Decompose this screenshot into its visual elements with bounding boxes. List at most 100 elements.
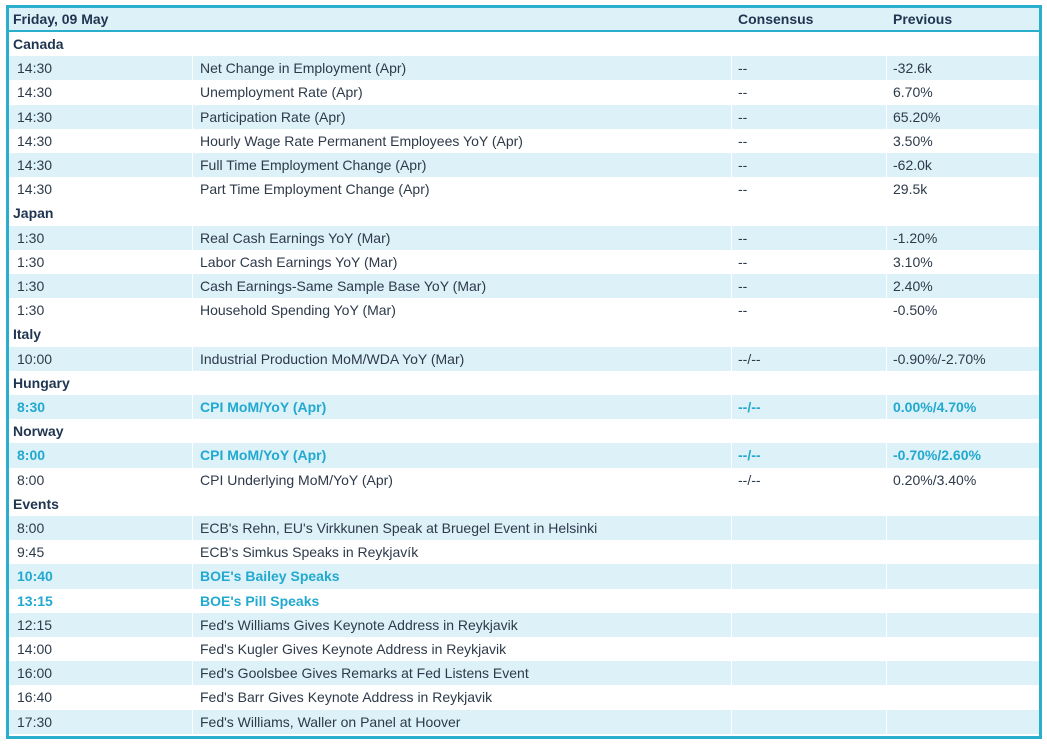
event-name: CPI MoM/YoY (Apr) (200, 447, 327, 464)
event-name: Industrial Production MoM/WDA YoY (Mar) (200, 350, 465, 367)
table-row: 17:30 Fed's Williams, Waller on Panel at … (9, 709, 1039, 734)
column-divider (192, 128, 193, 153)
date-heading: Friday, 09 May (13, 11, 109, 27)
previous-value: -32.6k (893, 60, 932, 77)
previous-value: 65.20% (893, 108, 941, 125)
table-row: 14:30 Part Time Employment Change (Apr) --… (9, 177, 1039, 202)
column-divider (192, 588, 193, 613)
group-name: Japan (13, 205, 54, 222)
column-divider (192, 56, 193, 81)
event-name: BOE's Pill Speaks (200, 592, 320, 609)
column-divider (192, 443, 193, 468)
column-divider (731, 443, 732, 468)
column-divider (192, 298, 193, 323)
event-name: CPI Underlying MoM/YoY (Apr) (200, 471, 393, 488)
group-name: Canada (13, 36, 64, 52)
table-row: 8:30 CPI MoM/YoY (Apr) --/-- 0.00%/4.70% (9, 395, 1039, 420)
column-divider (731, 588, 732, 613)
event-time: 14:30 (17, 84, 53, 101)
event-time: 14:30 (17, 108, 53, 125)
table-row: 16:00 Fed's Goolsbee Gives Remarks at Fed… (9, 661, 1039, 686)
column-divider (192, 346, 193, 371)
column-divider (731, 225, 732, 250)
event-name: Fed's Barr Gives Keynote Address in Reyk… (200, 689, 493, 706)
column-divider (731, 177, 732, 202)
group-name: Italy (13, 326, 42, 343)
column-divider (886, 637, 887, 662)
column-divider (731, 685, 732, 710)
event-name: Net Change in Employment (Apr) (200, 60, 407, 77)
column-divider (731, 298, 732, 323)
group-name: Hungary (13, 374, 70, 391)
previous-value: 3.50% (893, 132, 933, 149)
column-divider (192, 225, 193, 250)
event-name: Real Cash Earnings YoY (Mar) (200, 229, 391, 246)
column-divider (886, 467, 887, 492)
column-divider (192, 661, 193, 686)
table-row: 12:15 Fed's Williams Gives Keynote Addres… (9, 612, 1039, 637)
group-header-row: Italy (9, 322, 1039, 346)
column-divider (731, 637, 732, 662)
event-name: Hourly Wage Rate Permanent Employees YoY… (200, 132, 523, 149)
column-divider (886, 685, 887, 710)
consensus-value: -- (738, 157, 748, 173)
event-time: 8:30 (17, 399, 46, 415)
column-divider (731, 128, 732, 153)
group-header-row: Norway (9, 419, 1039, 443)
consensus-value: -- (738, 278, 748, 294)
column-divider (192, 177, 193, 202)
column-divider (886, 249, 887, 274)
event-name: Participation Rate (Apr) (200, 108, 346, 125)
previous-value: 0.20%/3.40% (893, 471, 977, 488)
previous-value: 3.10% (893, 253, 933, 270)
event-name: Fed's Kugler Gives Keynote Address in Re… (200, 641, 507, 657)
event-time: 10:40 (17, 568, 53, 585)
consensus-value: -- (738, 302, 748, 319)
column-divider (886, 298, 887, 323)
column-divider (886, 540, 887, 565)
event-name: Household Spending YoY (Mar) (200, 302, 396, 319)
previous-value: -62.0k (893, 157, 932, 173)
group-header-row: Hungary (9, 371, 1039, 395)
column-divider (731, 516, 732, 541)
event-name: Part Time Employment Change (Apr) (200, 181, 430, 198)
column-divider (192, 153, 193, 178)
consensus-value: -- (738, 181, 748, 198)
event-time: 8:00 (17, 471, 45, 488)
column-divider (192, 104, 193, 129)
event-time: 14:30 (17, 132, 53, 149)
column-divider (886, 80, 887, 105)
column-divider (886, 661, 887, 686)
column-divider (886, 274, 887, 299)
column-divider (192, 249, 193, 274)
consensus-value: --/-- (738, 471, 761, 488)
previous-value: -0.50% (893, 302, 938, 319)
column-divider (731, 395, 732, 420)
event-time: 12:15 (17, 616, 53, 633)
column-divider (886, 225, 887, 250)
table-row: 16:40 Fed's Barr Gives Keynote Address in… (9, 685, 1039, 710)
event-time: 1:30 (17, 302, 45, 319)
group-name: Norway (13, 423, 64, 440)
column-divider (192, 516, 193, 541)
consensus-heading: Consensus (738, 11, 814, 27)
group-header-row: Canada (9, 32, 1039, 56)
event-name: Fed's Goolsbee Gives Remarks at Fed List… (200, 665, 529, 682)
table-row: 10:40 BOE's Bailey Speaks (9, 564, 1039, 589)
group-header-row: Events (9, 492, 1039, 516)
event-name: Fed's Williams, Waller on Panel at Hoove… (200, 713, 461, 730)
consensus-value: --/-- (738, 447, 761, 464)
event-name: CPI MoM/YoY (Apr) (200, 399, 327, 415)
event-time: 16:40 (17, 689, 53, 706)
column-divider (731, 612, 732, 637)
consensus-value: --/-- (738, 350, 761, 367)
event-time: 17:30 (17, 713, 53, 730)
table-row: 1:30 Household Spending YoY (Mar) -- -0.50% (9, 298, 1039, 323)
column-divider (886, 153, 887, 178)
consensus-value: -- (738, 108, 748, 125)
previous-heading: Previous (893, 11, 953, 27)
consensus-value: -- (738, 132, 748, 149)
table-row: 14:30 Hourly Wage Rate Permanent Employee… (9, 128, 1039, 153)
column-divider (886, 128, 887, 153)
column-divider (886, 588, 887, 613)
